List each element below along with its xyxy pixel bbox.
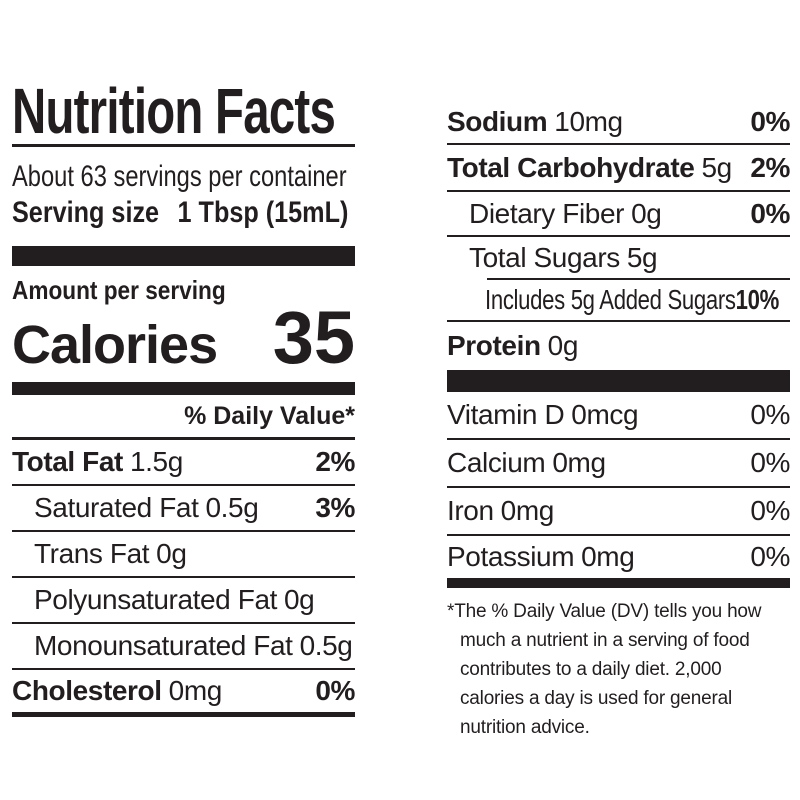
daily-value-header: % Daily Value* <box>12 404 355 440</box>
nutrient-name: Saturated Fat <box>34 492 199 523</box>
calories-row: Calories 35 <box>12 296 355 379</box>
nutrition-facts-title: Nutrition Facts <box>12 75 336 147</box>
nutrient-name: Dietary Fiber <box>469 197 625 229</box>
nutrient-name: Total Carbohydrate <box>447 151 695 183</box>
daily-value: 0% <box>750 447 790 478</box>
nutrient-amount: 0g <box>284 584 315 615</box>
daily-value: 0% <box>750 197 790 229</box>
calories-value: 35 <box>272 296 355 379</box>
title-rule <box>12 144 355 147</box>
footnote-line: much a nutrient in a serving of food <box>460 630 750 651</box>
row-total-sugars: Total Sugars 5g <box>447 237 790 278</box>
daily-value: 2% <box>750 151 790 183</box>
nutrient-amount: 0g <box>156 538 187 569</box>
nutrient-amount: 0g <box>547 330 579 361</box>
row-rule <box>447 190 790 192</box>
daily-value: 10% <box>735 284 780 315</box>
nutrient-name: Includes 5g Added Sugars <box>485 284 736 315</box>
servings-per-container: About 63 servings per container <box>12 160 347 193</box>
serving-size-label: Serving size <box>12 196 160 229</box>
nutrient-amount: 5g <box>701 151 732 183</box>
nutrient-amount: 0mg <box>581 541 635 572</box>
row-sodium: Sodium 10mg 0% <box>447 100 790 143</box>
row-dietary-fiber: Dietary Fiber 0g 0% <box>447 192 790 235</box>
daily-value: 0% <box>750 495 790 526</box>
nutrient-name: Vitamin D <box>447 399 565 430</box>
nutrient-amount: 0mg <box>552 447 606 478</box>
nutrient-name: Total Fat <box>12 446 123 477</box>
row-monounsaturated-fat: Monounsaturated Fat 0.5g <box>12 624 355 670</box>
nutrient-name: Total Sugars <box>469 241 620 273</box>
nutrient-amount: 0.5g <box>299 630 353 661</box>
row-rule <box>447 235 790 237</box>
row-cholesterol: Cholesterol 0mg 0% <box>12 670 355 717</box>
daily-value: 3% <box>315 492 355 523</box>
row-rule <box>447 320 790 322</box>
nutrient-amount: 0g <box>631 197 662 229</box>
nutrient-name: Cholesterol <box>12 675 162 706</box>
row-calcium: Calcium 0mg 0% <box>447 440 790 488</box>
thick-separator-bar <box>447 370 790 392</box>
nutrient-name: Sodium <box>447 105 548 137</box>
label-right-column: Sodium 10mg 0% Total Carbohydrate 5g 2% Di… <box>447 100 790 742</box>
footnote-line: nutrition advice. <box>460 717 590 738</box>
nutrient-amount: 0mg <box>500 495 555 526</box>
serving-size-row: Serving size 1 Tbsp (15mL) <box>12 195 355 231</box>
row-vitamin-d: Vitamin D 0mcg 0% <box>447 392 790 440</box>
footnote-line: contributes to a daily diet. 2,000 <box>460 659 722 680</box>
nutrient-name: Polyunsaturated Fat <box>34 584 277 615</box>
thick-separator-bar <box>12 246 355 266</box>
row-trans-fat: Trans Fat 0g <box>12 532 355 578</box>
footnote-line: *The % Daily Value (DV) tells you how <box>447 601 762 622</box>
medium-separator-bar <box>12 382 355 395</box>
nutrient-amount: 10mg <box>554 105 623 137</box>
nutrient-name: Calcium <box>447 447 546 478</box>
row-polyunsaturated-fat: Polyunsaturated Fat 0g <box>12 578 355 624</box>
nutrient-name: Protein <box>447 330 541 361</box>
calories-label: Calories <box>12 315 218 375</box>
daily-value: 0% <box>315 675 355 706</box>
daily-value: 2% <box>315 446 355 477</box>
nutrient-amount: 0mcg <box>571 399 639 430</box>
nutrient-amount: 5g <box>626 241 658 273</box>
row-total-fat: Total Fat 1.5g 2% <box>12 440 355 486</box>
row-rule <box>447 143 790 145</box>
nutrient-amount: 1.5g <box>129 446 183 477</box>
nutrient-name: Iron <box>447 495 494 526</box>
nutrient-name: Potassium <box>447 541 575 572</box>
row-iron: Iron 0mg 0% <box>447 488 790 536</box>
nutrient-name: Monounsaturated Fat <box>34 630 293 661</box>
daily-value-footnote: *The % Daily Value (DV) tells you how mu… <box>447 597 790 742</box>
row-potassium: Potassium 0mg 0% <box>447 536 790 578</box>
bottom-separator-bar <box>447 578 790 588</box>
daily-value: 0% <box>750 399 790 430</box>
row-total-carbohydrate: Total Carbohydrate 5g 2% <box>447 145 790 190</box>
footnote-line: calories a day is used for general <box>460 688 733 709</box>
amount-per-serving: Amount per serving <box>12 275 226 305</box>
nutrient-amount: 0mg <box>168 675 223 706</box>
label-left-column: Nutrition Facts About 63 servings per co… <box>12 75 355 717</box>
row-protein: Protein 0g <box>447 322 790 370</box>
daily-value: 0% <box>750 541 790 572</box>
serving-size-value: 1 Tbsp (15mL) <box>177 196 349 229</box>
nutrient-name: Trans Fat <box>34 538 150 569</box>
indented-rule <box>487 278 790 280</box>
daily-value: 0% <box>750 105 790 137</box>
nutrient-amount: 0.5g <box>205 492 259 523</box>
row-saturated-fat: Saturated Fat 0.5g 3% <box>12 486 355 532</box>
row-added-sugars: Includes 5g Added Sugars10% <box>447 280 790 320</box>
